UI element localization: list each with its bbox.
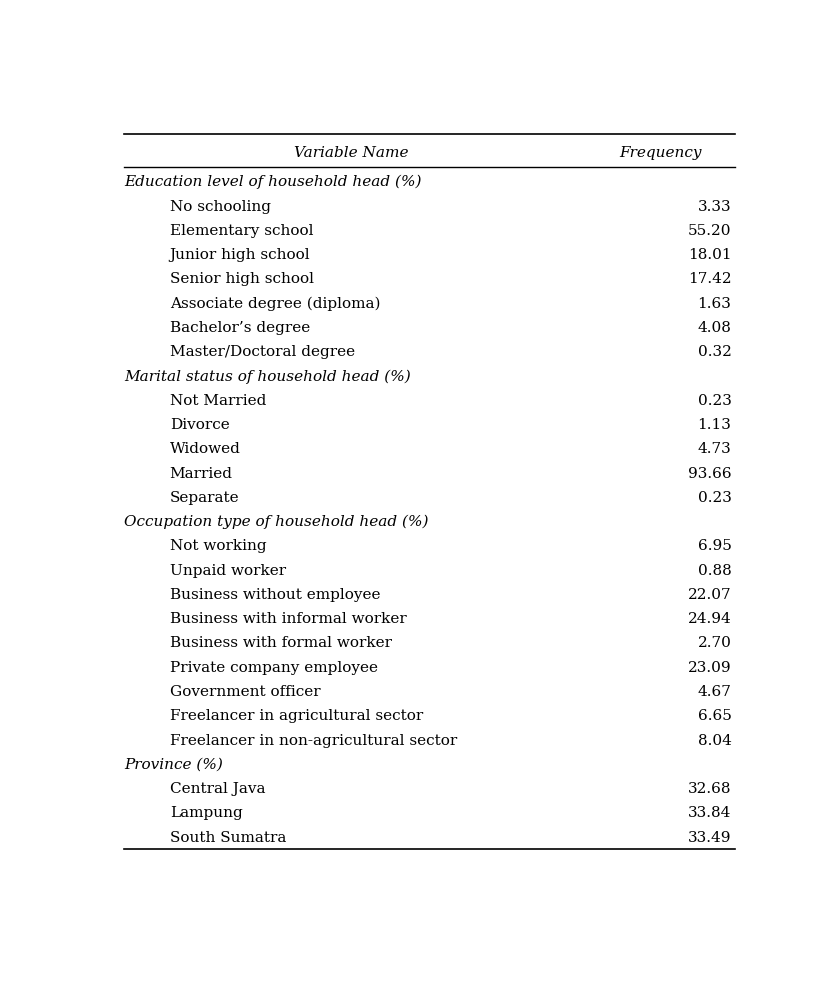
Text: Frequency: Frequency — [618, 145, 701, 160]
Text: Province (%): Province (%) — [124, 758, 223, 772]
Text: 32.68: 32.68 — [688, 782, 732, 796]
Text: 24.94: 24.94 — [688, 612, 732, 627]
Text: 22.07: 22.07 — [688, 588, 732, 602]
Text: No schooling: No schooling — [170, 199, 271, 213]
Text: 23.09: 23.09 — [688, 661, 732, 675]
Text: 18.01: 18.01 — [688, 248, 732, 262]
Text: Widowed: Widowed — [170, 442, 241, 457]
Text: Senior high school: Senior high school — [170, 272, 313, 287]
Text: Business without employee: Business without employee — [170, 588, 380, 602]
Text: 17.42: 17.42 — [688, 272, 732, 287]
Text: Not working: Not working — [170, 539, 266, 554]
Text: Business with informal worker: Business with informal worker — [170, 612, 406, 627]
Text: 1.13: 1.13 — [697, 418, 732, 432]
Text: 0.23: 0.23 — [697, 491, 732, 505]
Text: Marital status of household head (%): Marital status of household head (%) — [124, 369, 411, 384]
Text: Divorce: Divorce — [170, 418, 230, 432]
Text: 0.88: 0.88 — [698, 564, 732, 577]
Text: 2.70: 2.70 — [697, 636, 732, 650]
Text: Government officer: Government officer — [170, 685, 320, 699]
Text: 4.08: 4.08 — [697, 321, 732, 335]
Text: Not Married: Not Married — [170, 394, 266, 408]
Text: Freelancer in non-agricultural sector: Freelancer in non-agricultural sector — [170, 734, 457, 747]
Text: Business with formal worker: Business with formal worker — [170, 636, 391, 650]
Text: 1.63: 1.63 — [697, 297, 732, 310]
Text: Elementary school: Elementary school — [170, 224, 313, 238]
Text: 3.33: 3.33 — [698, 199, 732, 213]
Text: 33.84: 33.84 — [688, 806, 732, 820]
Text: 0.23: 0.23 — [697, 394, 732, 408]
Text: Unpaid worker: Unpaid worker — [170, 564, 286, 577]
Text: Bachelor’s degree: Bachelor’s degree — [170, 321, 310, 335]
Text: Associate degree (diploma): Associate degree (diploma) — [170, 297, 380, 311]
Text: 0.32: 0.32 — [697, 346, 732, 359]
Text: 6.95: 6.95 — [697, 539, 732, 554]
Text: 8.04: 8.04 — [697, 734, 732, 747]
Text: Occupation type of household head (%): Occupation type of household head (%) — [124, 515, 429, 529]
Text: 93.66: 93.66 — [688, 466, 732, 480]
Text: Junior high school: Junior high school — [170, 248, 310, 262]
Text: Central Java: Central Java — [170, 782, 265, 796]
Text: Private company employee: Private company employee — [170, 661, 378, 675]
Text: 4.67: 4.67 — [697, 685, 732, 699]
Text: Married: Married — [170, 466, 233, 480]
Text: Freelancer in agricultural sector: Freelancer in agricultural sector — [170, 709, 423, 724]
Text: 4.73: 4.73 — [698, 442, 732, 457]
Text: Master/Doctoral degree: Master/Doctoral degree — [170, 346, 354, 359]
Text: Lampung: Lampung — [170, 806, 242, 820]
Text: Separate: Separate — [170, 491, 240, 505]
Text: South Sumatra: South Sumatra — [170, 831, 286, 845]
Text: Variable Name: Variable Name — [294, 145, 409, 160]
Text: 6.65: 6.65 — [697, 709, 732, 724]
Text: Education level of household head (%): Education level of household head (%) — [124, 175, 422, 190]
Text: 55.20: 55.20 — [688, 224, 732, 238]
Text: 33.49: 33.49 — [688, 831, 732, 845]
